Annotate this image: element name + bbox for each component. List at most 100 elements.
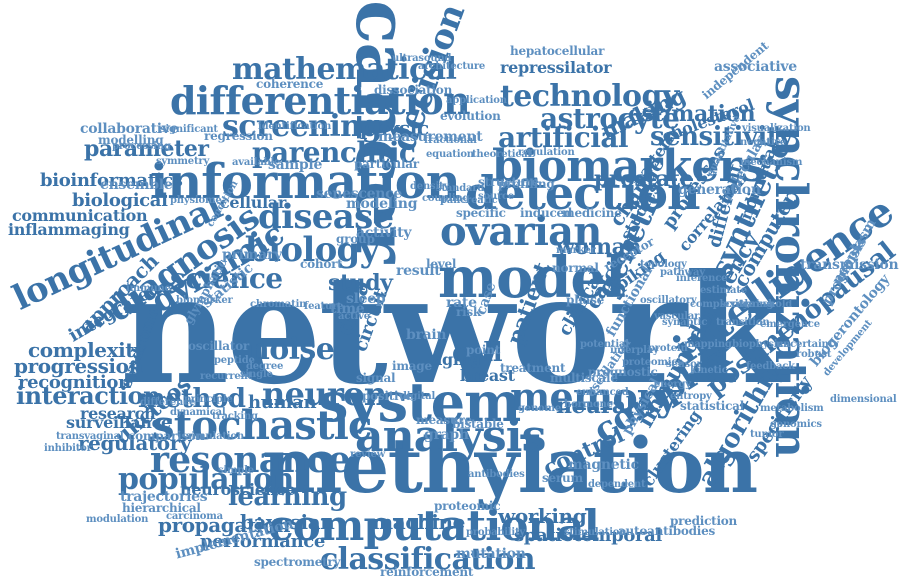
word-42: recognition — [18, 372, 131, 393]
word-63: sensitivity — [650, 122, 793, 152]
word-170: identification — [258, 121, 332, 132]
word-41: progression — [14, 354, 143, 378]
word-85: mutation — [456, 546, 526, 562]
word-233: protein — [648, 343, 688, 354]
word-158: repressilator — [500, 58, 612, 77]
word-181: standard — [436, 183, 485, 194]
word-105: magnetic — [568, 457, 639, 473]
word-115: time — [330, 301, 365, 317]
word-175: particular — [354, 157, 419, 171]
word-106: serum — [542, 471, 583, 485]
word-112: image — [392, 359, 432, 373]
word-150: dimensional — [830, 394, 897, 405]
word-17: classification — [320, 542, 536, 577]
word-220: tracking — [212, 411, 258, 422]
word-118: structure — [478, 175, 539, 189]
word-241: tumor — [750, 429, 784, 440]
word-4: computational — [268, 501, 600, 550]
word-8: information — [150, 154, 461, 210]
word-204: prognostic — [588, 365, 658, 379]
word-116: sleep — [346, 291, 386, 307]
word-242: sensor — [666, 359, 702, 370]
word-32: noise — [248, 332, 335, 367]
word-201: digital — [400, 391, 436, 402]
word-212: review — [350, 449, 386, 460]
word-182: density — [410, 181, 450, 192]
word-230: feedback — [746, 361, 795, 372]
word-117: physic — [360, 116, 429, 140]
word-248: topology — [640, 259, 687, 270]
word-111: point — [466, 343, 501, 357]
word-33: population — [118, 462, 294, 497]
word-160: ultrasound — [392, 53, 452, 64]
word-29: artificial — [498, 121, 629, 154]
word-243: mapping — [684, 339, 732, 350]
word-176: theoretical — [472, 149, 532, 160]
word-5: model — [438, 245, 626, 311]
word-0: network — [120, 242, 788, 418]
word-77: learning — [228, 482, 347, 512]
word-84: spectrometry — [254, 555, 341, 569]
word-19: disease — [258, 197, 394, 237]
word-153: generation — [678, 182, 761, 198]
word-59: neural — [556, 393, 634, 419]
word-12: detection — [465, 166, 700, 220]
word-216: interplay — [610, 345, 659, 356]
word-209: probability — [466, 527, 526, 538]
word-198: immune — [126, 283, 171, 294]
word-38: method — [138, 384, 246, 414]
word-3: system — [318, 370, 521, 434]
word-245: estimate — [700, 285, 747, 296]
word-159: hepatocellular — [510, 44, 605, 58]
word-126: oscillator — [188, 339, 249, 353]
word-13: biomarkers — [492, 141, 766, 192]
word-64: estimation — [628, 101, 756, 127]
word-236: entropy — [670, 391, 712, 402]
word-197: biomarker — [176, 295, 233, 306]
word-16: memory — [510, 374, 678, 419]
word-178: profiling — [498, 177, 555, 191]
word-6: analysis — [355, 411, 546, 462]
word-55: surveillance — [66, 413, 171, 432]
word-89: autoantibodies — [618, 524, 716, 538]
word-81: propagation — [158, 513, 291, 537]
word-45: communication — [12, 206, 148, 225]
word-192: dynamical — [170, 407, 226, 418]
word-164: coherence — [256, 77, 324, 91]
word-90: prediction — [670, 514, 738, 528]
word-102: measure — [416, 413, 472, 427]
word-133: level — [426, 257, 457, 271]
word-123: cohort — [300, 257, 343, 271]
word-124: sample — [268, 157, 323, 173]
word-132: result — [396, 263, 441, 279]
word-40: complexity — [28, 338, 146, 362]
word-187: modulation — [86, 514, 149, 525]
word-166: fractional — [424, 135, 477, 146]
word-202: positive — [362, 389, 413, 403]
word-174: available — [232, 157, 281, 168]
word-72: cell — [452, 338, 503, 368]
word-193: difference — [140, 397, 196, 408]
word-247: pathway — [660, 267, 705, 278]
word-39: interaction — [16, 381, 161, 410]
word-27: technology — [500, 79, 679, 114]
word-78: bayesian — [240, 510, 335, 534]
word-103: graph — [424, 427, 469, 443]
word-225: complexity — [690, 299, 749, 310]
word-20: ovarian — [440, 208, 602, 255]
word-171: processing — [112, 141, 171, 152]
word-69: study — [328, 270, 393, 296]
word-98: induced — [520, 206, 573, 220]
word-213: treatment — [500, 361, 566, 375]
word-122: degree — [246, 361, 284, 372]
word-97: specific — [456, 206, 506, 220]
word-107: phase — [566, 293, 605, 307]
word-26: parenclitic — [252, 136, 416, 169]
word-74: aging — [432, 350, 481, 369]
word-47: parameter — [84, 136, 209, 162]
word-238: vascular — [654, 311, 700, 322]
word-100: genome — [518, 403, 562, 414]
word-232: robust — [796, 349, 832, 360]
word-190: transvaginal — [56, 431, 124, 442]
